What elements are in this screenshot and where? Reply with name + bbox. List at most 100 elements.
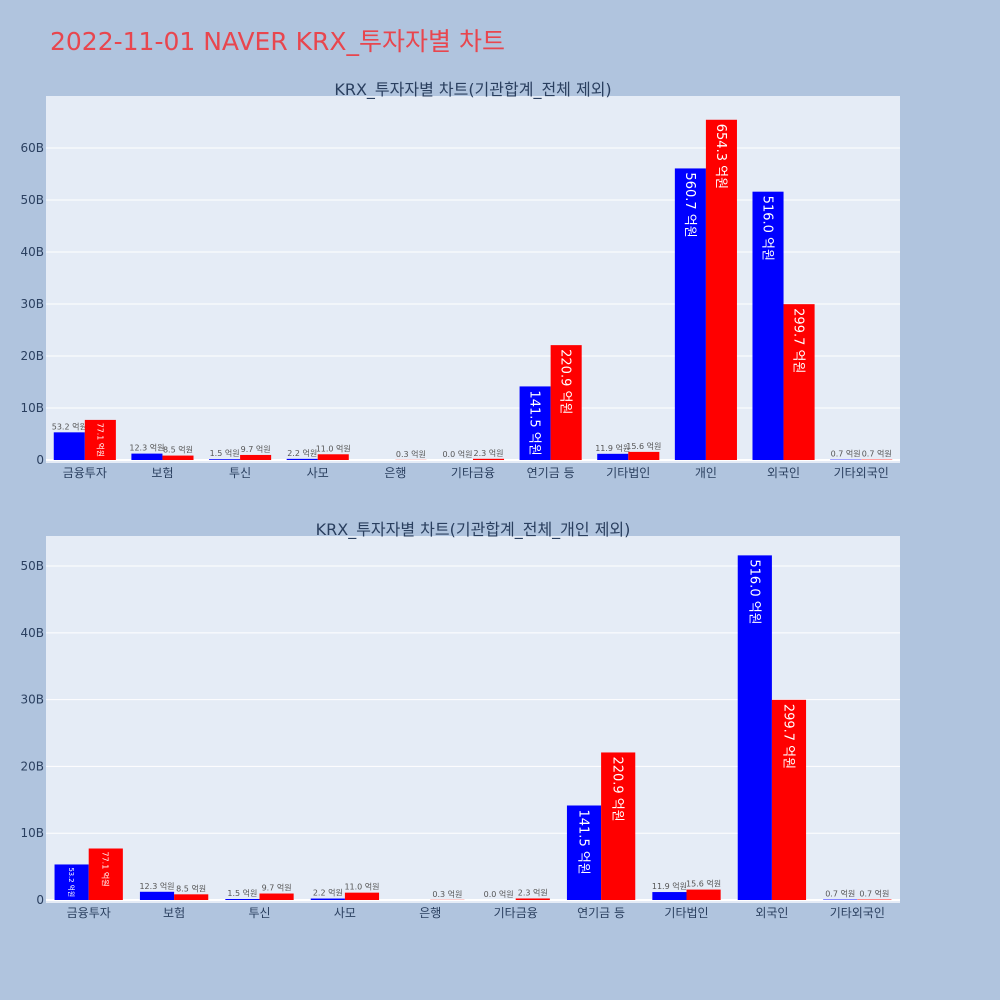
data-label: 141.5 억원	[576, 809, 591, 874]
x-tick-label: 기타외국인	[830, 906, 885, 920]
y-tick-label: 20B	[20, 349, 44, 363]
data-label: 0.7 억원	[825, 889, 855, 899]
data-label: 654.3 억원	[713, 124, 728, 189]
bar-a	[597, 453, 629, 460]
bar-a	[737, 555, 772, 900]
x-tick-label: 기타금융	[494, 906, 538, 920]
data-label: 11.9 억원	[595, 443, 630, 453]
x-tick-label: 기타외국인	[834, 466, 889, 480]
y-tick-label: 30B	[20, 693, 44, 707]
y-tick-label: 60B	[20, 141, 44, 155]
data-label: 1.5 억원	[210, 448, 240, 458]
data-label: 0.7 억원	[859, 889, 889, 899]
bar-b	[705, 119, 737, 460]
data-label: 0.0 억원	[442, 449, 472, 459]
bar-b	[88, 848, 123, 900]
data-label: 0.7 억원	[862, 449, 892, 459]
y-tick-label: 50B	[20, 193, 44, 207]
bar-b	[344, 892, 380, 900]
bar-b	[174, 894, 209, 900]
data-label: 8.5 억원	[163, 445, 193, 455]
x-tick-label: 개인	[695, 466, 717, 480]
x-tick-label: 사모	[307, 466, 329, 480]
data-label: 9.7 억원	[241, 444, 271, 454]
data-label: 0.3 억원	[396, 449, 426, 459]
x-tick-label: 기타법인	[606, 466, 650, 480]
bar-a	[209, 459, 241, 460]
data-label: 53.2 억원	[67, 867, 76, 897]
bar-a	[225, 898, 260, 900]
x-tick-label: 투신	[248, 906, 270, 920]
y-tick-label: 0	[36, 453, 44, 467]
x-tick-label: 외국인	[755, 906, 788, 920]
data-label: 560.7 억원	[682, 172, 697, 237]
bar-b	[628, 451, 660, 460]
data-label: 9.7 억원	[262, 883, 292, 893]
bar-a	[286, 458, 318, 460]
bar-a	[566, 805, 602, 900]
bar-a	[131, 453, 163, 460]
data-label: 11.0 억원	[316, 443, 351, 453]
data-label: 516.0 억원	[746, 559, 761, 624]
data-label: 2.2 억원	[313, 888, 343, 898]
bar-b	[515, 898, 550, 900]
bar-b	[317, 454, 349, 460]
chart-title: KRX_투자자별 차트(기관합계_전체 제외)	[334, 80, 611, 100]
data-label: 299.7 억원	[780, 704, 795, 769]
y-tick-label: 30B	[20, 297, 44, 311]
data-label: 15.6 억원	[686, 879, 721, 889]
y-tick-label: 10B	[20, 401, 44, 415]
bar-b	[783, 304, 815, 460]
data-label: 220.9 억원	[610, 756, 625, 821]
data-label: 0.3 억원	[432, 889, 462, 899]
bar-a	[519, 386, 551, 460]
bar-a	[674, 168, 706, 460]
bar-b	[84, 419, 116, 460]
data-label: 220.9 억원	[558, 349, 573, 414]
data-label: 0.0 억원	[484, 889, 514, 899]
data-label: 15.6 억원	[626, 441, 661, 451]
y-tick-label: 40B	[20, 245, 44, 259]
x-tick-label: 기타금융	[451, 466, 495, 480]
x-tick-label: 보험	[151, 466, 173, 480]
data-label: 299.7 억원	[791, 308, 806, 373]
bar-a	[652, 892, 687, 900]
y-tick-label: 40B	[20, 626, 44, 640]
x-tick-label: 외국인	[767, 466, 800, 480]
bar-a	[53, 432, 85, 460]
bar-b	[259, 893, 294, 900]
chart-top: 0 10B 20B 30B 40B 50B 60B KRX_투자자별 차트(기관합계_전체 제…	[20, 80, 900, 480]
data-label: 77.1 억원	[95, 423, 105, 457]
bar-b	[240, 454, 272, 460]
data-label: 77.1 억원	[101, 852, 111, 887]
data-label: 12.3 억원	[139, 881, 174, 891]
data-label: 141.5 억원	[527, 390, 542, 455]
data-label: 2.3 억원	[474, 448, 504, 458]
y-tick-label: 10B	[20, 826, 44, 840]
x-tick-label: 연기금 등	[527, 466, 575, 480]
x-tick-label: 보험	[163, 906, 185, 920]
x-tick-label: 은행	[419, 905, 441, 920]
data-label: 8.5 억원	[176, 883, 206, 893]
page-title: 2022-11-01 NAVER KRX_투자자별 차트	[50, 27, 505, 56]
bar-b	[601, 752, 636, 900]
data-label: 516.0 억원	[760, 196, 775, 261]
data-label: 2.2 억원	[287, 448, 317, 458]
bar-a	[752, 191, 784, 460]
bar-a	[139, 891, 175, 900]
bar-b	[550, 345, 582, 460]
bar-b	[162, 455, 194, 460]
chart-title: KRX_투자자별 차트(기관합계_전체_개인 제외)	[316, 520, 631, 540]
x-tick-label: 투신	[229, 466, 251, 480]
y-tick-label: 20B	[20, 759, 44, 773]
y-tick-label: 50B	[20, 559, 44, 573]
data-label: 1.5 억원	[227, 888, 257, 898]
data-label: 11.9 억원	[652, 881, 687, 891]
data-label: 11.0 억원	[344, 882, 379, 892]
bar-a	[310, 898, 345, 900]
bar-b	[686, 889, 721, 900]
x-tick-label: 사모	[334, 906, 356, 920]
x-tick-label: 금융투자	[67, 906, 111, 920]
bar-b	[473, 458, 505, 460]
